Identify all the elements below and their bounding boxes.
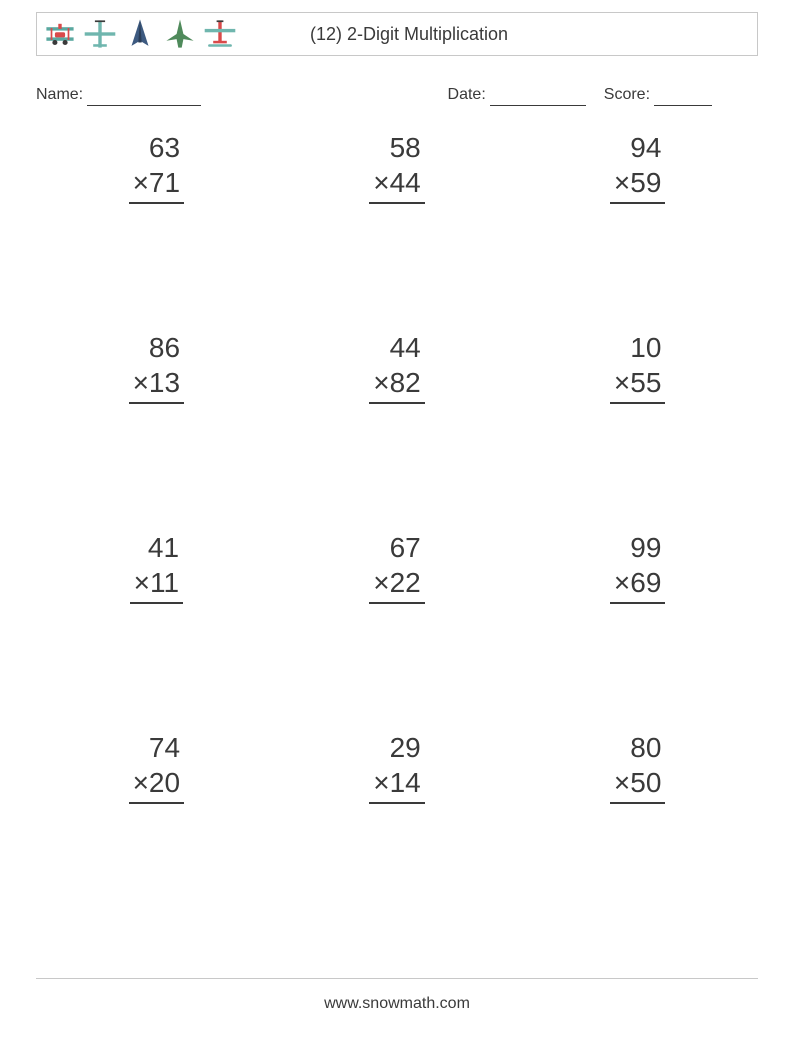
multiplicand: 41: [130, 530, 183, 565]
date-label: Date:: [448, 86, 486, 104]
problem: 94×59: [517, 130, 758, 204]
score-label: Score:: [604, 86, 650, 104]
operator: ×: [614, 567, 630, 598]
problem: 80×50: [517, 730, 758, 804]
multiplier: 50: [630, 767, 661, 798]
operator: ×: [133, 367, 149, 398]
multiplier: 55: [630, 367, 661, 398]
operator: ×: [614, 767, 630, 798]
problem: 58×44: [277, 130, 518, 204]
multiplicand: 63: [129, 130, 185, 165]
operator: ×: [133, 167, 149, 198]
problem: 44×82: [277, 330, 518, 404]
problem: 10×55: [517, 330, 758, 404]
operator: ×: [133, 767, 149, 798]
problem: 41×11: [36, 530, 277, 604]
operator: ×: [373, 167, 389, 198]
multiplier: 14: [390, 767, 421, 798]
multiplicand: 80: [610, 730, 666, 765]
multiplicand: 67: [369, 530, 425, 565]
problem: 86×13: [36, 330, 277, 404]
multiplier: 59: [630, 167, 661, 198]
multiplicand: 94: [610, 130, 666, 165]
multiplier: 69: [630, 567, 661, 598]
multiplier: 20: [149, 767, 180, 798]
name-label: Name:: [36, 86, 83, 104]
footer-url: www.snowmath.com: [0, 995, 794, 1013]
footer-divider: [36, 978, 758, 979]
problem: 74×20: [36, 730, 277, 804]
operator: ×: [134, 567, 150, 598]
problem: 99×69: [517, 530, 758, 604]
multiplicand: 74: [129, 730, 185, 765]
operator: ×: [373, 367, 389, 398]
header-icons: [43, 17, 237, 51]
worksheet-page: (12) 2-Digit Multiplication Name: Date: …: [0, 0, 794, 804]
multiplier: 82: [390, 367, 421, 398]
multiplier: 44: [390, 167, 421, 198]
multiplier: 71: [149, 167, 180, 198]
date-blank[interactable]: [490, 89, 586, 106]
score-blank[interactable]: [654, 89, 712, 106]
multiplicand: 86: [129, 330, 185, 365]
multiplier: 11: [150, 567, 179, 598]
name-field: Name:: [36, 86, 448, 104]
multiplicand: 29: [369, 730, 425, 765]
operator: ×: [373, 567, 389, 598]
operator: ×: [614, 167, 630, 198]
operator: ×: [614, 367, 630, 398]
seaplane-icon: [203, 17, 237, 51]
propeller-plane-icon: [83, 17, 117, 51]
fighter-jet-icon: [163, 17, 197, 51]
header-bar: (12) 2-Digit Multiplication: [36, 12, 758, 56]
jet-delta-icon: [123, 17, 157, 51]
multiplier: 22: [390, 567, 421, 598]
operator: ×: [373, 767, 389, 798]
biplane-icon: [43, 17, 77, 51]
multiplier: 13: [149, 367, 180, 398]
name-blank[interactable]: [87, 89, 201, 106]
problem: 67×22: [277, 530, 518, 604]
problems-grid: 63×71 58×44 94×59 86×13 44×82 10×55 41×1…: [36, 130, 758, 804]
meta-row: Name: Date: Score:: [36, 86, 758, 104]
problem: 29×14: [277, 730, 518, 804]
multiplicand: 99: [610, 530, 666, 565]
multiplicand: 10: [610, 330, 666, 365]
date-score-field: Date: Score:: [448, 86, 758, 104]
problem: 63×71: [36, 130, 277, 204]
multiplicand: 44: [369, 330, 425, 365]
worksheet-title: (12) 2-Digit Multiplication: [237, 24, 581, 45]
multiplicand: 58: [369, 130, 425, 165]
